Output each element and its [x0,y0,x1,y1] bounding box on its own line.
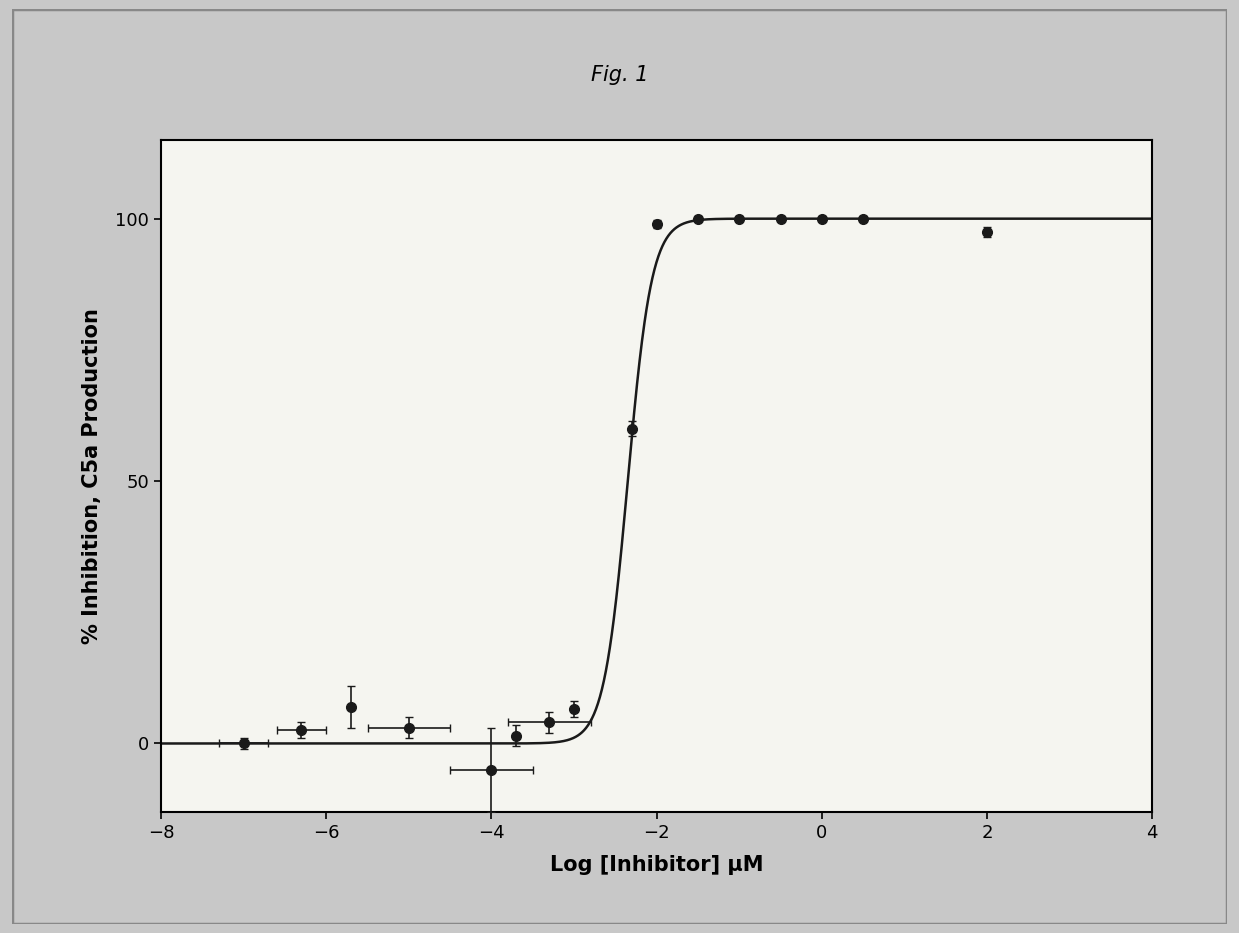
Text: Fig. 1: Fig. 1 [591,64,648,85]
Y-axis label: % Inhibition, C5a Production: % Inhibition, C5a Production [82,308,102,644]
X-axis label: Log [Inhibitor] μM: Log [Inhibitor] μM [550,856,763,875]
